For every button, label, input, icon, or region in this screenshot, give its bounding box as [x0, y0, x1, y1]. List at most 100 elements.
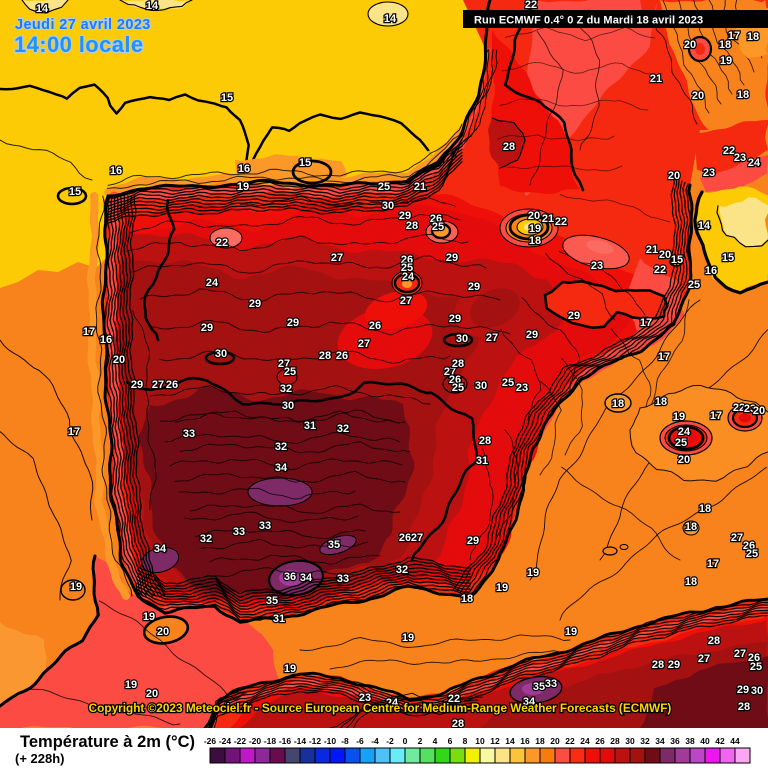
svg-text:20: 20 [659, 249, 671, 261]
svg-text:Température à 2m (°C): Température à 2m (°C) [20, 733, 195, 751]
svg-text:15: 15 [221, 92, 233, 104]
svg-text:15: 15 [69, 186, 81, 198]
svg-text:35: 35 [328, 539, 340, 551]
svg-text:28: 28 [708, 635, 720, 647]
svg-text:(+ 228h): (+ 228h) [15, 751, 65, 766]
svg-text:19: 19 [402, 632, 414, 644]
svg-text:29: 29 [201, 322, 213, 334]
svg-text:32: 32 [396, 564, 408, 576]
svg-text:42: 42 [715, 736, 725, 746]
svg-text:29: 29 [249, 298, 261, 310]
svg-text:18: 18 [461, 593, 473, 605]
svg-text:28: 28 [452, 718, 464, 730]
svg-text:-16: -16 [279, 736, 292, 746]
svg-text:2: 2 [418, 736, 423, 746]
svg-text:19: 19 [237, 181, 249, 193]
svg-text:19: 19 [720, 55, 732, 67]
svg-text:16: 16 [238, 163, 250, 175]
svg-text:21: 21 [650, 73, 662, 85]
svg-text:18: 18 [535, 736, 545, 746]
svg-text:29: 29 [737, 684, 749, 696]
svg-text:14: 14 [505, 736, 515, 746]
svg-text:19: 19 [125, 679, 137, 691]
svg-text:20: 20 [113, 354, 125, 366]
svg-text:-26: -26 [204, 736, 217, 746]
svg-text:22: 22 [723, 145, 735, 157]
svg-text:-6: -6 [356, 736, 364, 746]
svg-text:28: 28 [479, 435, 491, 447]
svg-text:19: 19 [70, 581, 82, 593]
svg-text:21: 21 [414, 181, 426, 193]
svg-text:20: 20 [528, 210, 540, 222]
svg-text:31: 31 [273, 613, 285, 625]
svg-text:24: 24 [748, 157, 761, 169]
svg-text:26: 26 [336, 350, 348, 362]
svg-text:20: 20 [157, 626, 169, 638]
svg-text:22: 22 [565, 736, 575, 746]
svg-text:26: 26 [449, 374, 461, 386]
svg-text:23: 23 [744, 403, 756, 415]
svg-text:19: 19 [284, 663, 296, 675]
svg-text:-20: -20 [249, 736, 262, 746]
svg-text:17: 17 [707, 558, 719, 570]
svg-text:25: 25 [746, 548, 758, 560]
svg-text:32: 32 [337, 423, 349, 435]
svg-text:16: 16 [100, 334, 112, 346]
svg-text:36: 36 [670, 736, 680, 746]
svg-text:30: 30 [751, 685, 763, 697]
svg-text:32: 32 [275, 441, 287, 453]
svg-text:19: 19 [496, 582, 508, 594]
svg-text:30: 30 [282, 400, 294, 412]
svg-text:28: 28 [406, 220, 418, 232]
svg-text:14: 14 [698, 220, 711, 232]
svg-text:22: 22 [216, 237, 228, 249]
svg-text:30: 30 [475, 380, 487, 392]
svg-text:25: 25 [750, 661, 762, 673]
svg-text:20: 20 [678, 454, 690, 466]
svg-text:26: 26 [166, 379, 178, 391]
svg-text:33: 33 [259, 520, 271, 532]
svg-text:24: 24 [580, 736, 590, 746]
svg-text:22: 22 [525, 0, 537, 11]
svg-text:Copyright ©2023 Meteociel.fr -: Copyright ©2023 Meteociel.fr - Source Eu… [89, 701, 672, 715]
svg-text:20: 20 [684, 39, 696, 51]
svg-text:40: 40 [700, 736, 710, 746]
svg-text:29: 29 [668, 659, 680, 671]
svg-text:27: 27 [400, 295, 412, 307]
svg-text:25: 25 [502, 377, 514, 389]
svg-text:26: 26 [401, 254, 413, 266]
svg-text:27: 27 [734, 648, 746, 660]
svg-text:23: 23 [734, 152, 746, 164]
svg-text:20: 20 [146, 688, 158, 700]
svg-text:22: 22 [448, 693, 460, 705]
svg-text:28: 28 [738, 701, 750, 713]
svg-text:27: 27 [152, 379, 164, 391]
svg-text:36: 36 [284, 571, 296, 583]
svg-text:24: 24 [206, 277, 219, 289]
svg-text:22: 22 [555, 216, 567, 228]
svg-text:24: 24 [402, 271, 415, 283]
svg-text:29: 29 [399, 210, 411, 222]
svg-text:17: 17 [83, 326, 95, 338]
svg-text:23: 23 [516, 382, 528, 394]
svg-text:25: 25 [432, 221, 444, 233]
svg-text:27: 27 [444, 366, 456, 378]
svg-text:8: 8 [463, 736, 468, 746]
svg-text:-22: -22 [234, 736, 247, 746]
svg-text:19: 19 [565, 626, 577, 638]
svg-text:28: 28 [652, 659, 664, 671]
svg-text:27: 27 [358, 338, 370, 350]
svg-text:23: 23 [359, 692, 371, 704]
svg-text:-4: -4 [371, 736, 379, 746]
svg-text:29: 29 [446, 252, 458, 264]
svg-text:27: 27 [486, 332, 498, 344]
svg-text:22: 22 [654, 264, 666, 276]
svg-text:6: 6 [448, 736, 453, 746]
svg-text:30: 30 [456, 333, 468, 345]
svg-text:Jeudi 27 avril 2023: Jeudi 27 avril 2023 [15, 17, 151, 33]
svg-text:20: 20 [668, 170, 680, 182]
svg-text:27: 27 [731, 532, 743, 544]
svg-text:19: 19 [673, 411, 685, 423]
svg-text:17: 17 [710, 410, 722, 422]
svg-text:-10: -10 [324, 736, 337, 746]
